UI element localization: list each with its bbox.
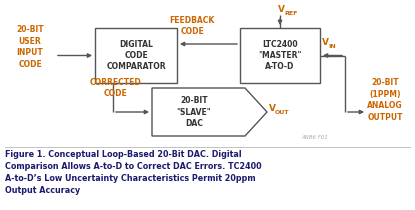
Text: IN: IN [328,43,336,49]
Text: AN86 F01: AN86 F01 [302,134,328,139]
Text: LTC2400
"MASTER"
A-TO-D: LTC2400 "MASTER" A-TO-D [258,39,302,71]
Text: V: V [322,38,329,46]
Text: Figure 1. Conceptual Loop-Based 20-Bit DAC. Digital
Comparison Allows A-to-D to : Figure 1. Conceptual Loop-Based 20-Bit D… [5,150,261,196]
Text: OUT: OUT [275,109,290,114]
Text: V: V [269,104,276,113]
Text: V: V [278,4,285,13]
Text: CORRECTED
CODE: CORRECTED CODE [89,78,141,98]
Text: FEEDBACK
CODE: FEEDBACK CODE [169,16,215,36]
Bar [240,28,320,83]
Polygon shape [152,88,267,136]
Bar [95,28,177,83]
Text: 20-BIT
"SLAVE"
DAC: 20-BIT "SLAVE" DAC [176,96,211,128]
Text: REF: REF [284,10,298,16]
Text: DIGITAL
CODE
COMPARATOR: DIGITAL CODE COMPARATOR [106,39,166,71]
Text: 20-BIT
(1PPM)
ANALOG
OUTPUT: 20-BIT (1PPM) ANALOG OUTPUT [367,78,403,122]
Text: 20-BIT
USER
INPUT
CODE: 20-BIT USER INPUT CODE [16,25,44,69]
